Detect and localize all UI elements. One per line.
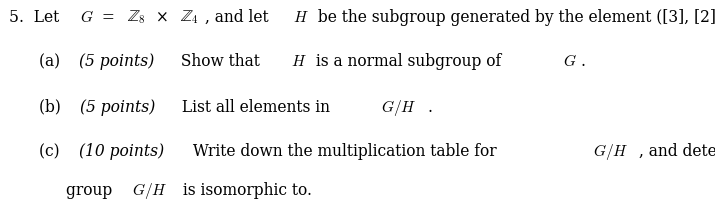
Text: Show that: Show that bbox=[177, 53, 265, 70]
Text: , and determine what: , and determine what bbox=[639, 143, 715, 159]
Text: $G/H$: $G/H$ bbox=[132, 180, 167, 200]
Text: (a): (a) bbox=[39, 53, 70, 70]
Text: =: = bbox=[97, 9, 120, 26]
Text: (5 points): (5 points) bbox=[80, 98, 155, 115]
Text: $G$: $G$ bbox=[79, 9, 94, 26]
Text: $G$: $G$ bbox=[563, 53, 576, 70]
Text: $\mathbb{Z}_8$: $\mathbb{Z}_8$ bbox=[127, 9, 146, 26]
Text: $G/H$: $G/H$ bbox=[593, 142, 628, 162]
Text: (10 points): (10 points) bbox=[79, 143, 164, 159]
Text: .: . bbox=[427, 98, 432, 115]
Text: List all elements in: List all elements in bbox=[177, 98, 335, 115]
Text: be the subgroup generated by the element ([3], [2]).: be the subgroup generated by the element… bbox=[313, 9, 715, 26]
Text: $H$: $H$ bbox=[291, 53, 307, 70]
Text: is isomorphic to.: is isomorphic to. bbox=[178, 181, 312, 198]
Text: (b): (b) bbox=[39, 98, 71, 115]
Text: 5.  Let: 5. Let bbox=[9, 9, 64, 26]
Text: .: . bbox=[581, 53, 586, 70]
Text: , and let: , and let bbox=[204, 9, 273, 26]
Text: $H$: $H$ bbox=[293, 9, 309, 26]
Text: Write down the multiplication table for: Write down the multiplication table for bbox=[188, 143, 502, 159]
Text: is a normal subgroup of: is a normal subgroup of bbox=[311, 53, 506, 70]
Text: (c): (c) bbox=[39, 143, 69, 159]
Text: ×: × bbox=[151, 9, 174, 26]
Text: group: group bbox=[66, 181, 117, 198]
Text: (5 points): (5 points) bbox=[79, 53, 154, 70]
Text: $\mathbb{Z}_4$: $\mathbb{Z}_4$ bbox=[180, 9, 199, 26]
Text: $G/H$: $G/H$ bbox=[381, 97, 417, 117]
